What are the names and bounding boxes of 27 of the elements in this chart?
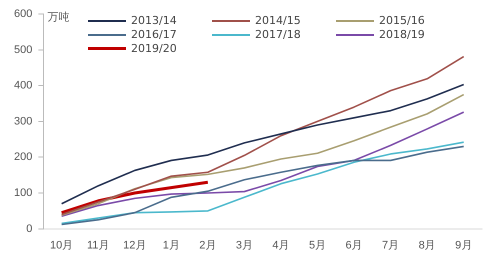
x-tick-label: 4月 [272,239,290,252]
y-tick-label: 0 [26,222,32,235]
x-tick-label: 10月 [50,239,74,252]
x-tick-label: 9月 [455,239,472,252]
legend-label: 2016/17 [131,28,177,41]
x-tick-label: 11月 [86,239,110,252]
legend-label: 2019/20 [131,42,177,55]
x-tick-label: 12月 [123,239,146,252]
legend-label: 2017/18 [255,28,301,41]
x-tick-label: 6月 [346,239,363,252]
y-tick-label: 200 [14,151,32,164]
x-tick-label: 1月 [162,239,180,252]
x-tick-label: 2月 [199,239,216,252]
x-tick-label: 7月 [382,239,400,252]
legend-label: 2013/14 [131,14,177,27]
legend-label: 2018/19 [379,28,425,41]
y-tick-label: 300 [14,115,32,128]
legend-label: 2014/15 [255,14,301,27]
y-tick-label: 100 [14,187,32,200]
x-tick-label: 3月 [236,239,253,252]
x-tick-label: 5月 [308,239,326,252]
y-tick-label: 400 [14,80,32,92]
y-tick-label: 600 [14,8,32,20]
y-tick-label: 500 [14,44,32,56]
y-axis-title: 万吨 [47,10,70,24]
legend-label: 2015/16 [379,14,425,27]
x-tick-label: 8月 [418,239,436,252]
